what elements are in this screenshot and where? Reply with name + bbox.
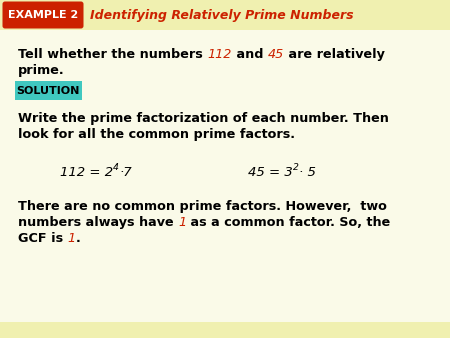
Text: 1: 1 [68, 232, 76, 245]
Text: 4: 4 [113, 163, 119, 171]
Text: look for all the common prime factors.: look for all the common prime factors. [18, 128, 295, 141]
Text: 112: 112 [207, 48, 232, 61]
Text: 112 = 2: 112 = 2 [60, 166, 113, 178]
FancyBboxPatch shape [15, 81, 82, 100]
Text: prime.: prime. [18, 64, 65, 77]
Text: are relatively: are relatively [284, 48, 385, 61]
Bar [0, 0, 450, 30]
Text: numbers always have: numbers always have [18, 216, 178, 229]
Text: 1: 1 [178, 216, 186, 229]
Text: Write the prime factorization of each number. Then: Write the prime factorization of each nu… [18, 112, 389, 125]
Text: There are no common prime factors. However,  two: There are no common prime factors. Howev… [18, 200, 387, 213]
Text: ·7: ·7 [119, 166, 131, 178]
Text: 45 = 3: 45 = 3 [248, 166, 293, 178]
Text: · 5: · 5 [299, 166, 315, 178]
Text: and: and [232, 48, 268, 61]
Text: Tell whether the numbers: Tell whether the numbers [18, 48, 207, 61]
Text: 45: 45 [268, 48, 284, 61]
Text: Identifying Relatively Prime Numbers: Identifying Relatively Prime Numbers [90, 8, 354, 22]
Bar [0, 322, 450, 338]
Text: .: . [76, 232, 81, 245]
Text: SOLUTION: SOLUTION [16, 86, 80, 96]
FancyBboxPatch shape [3, 1, 84, 28]
Text: 2: 2 [293, 163, 299, 171]
Text: GCF is: GCF is [18, 232, 68, 245]
Text: EXAMPLE 2: EXAMPLE 2 [8, 10, 78, 20]
Text: as a common factor. So, the: as a common factor. So, the [186, 216, 391, 229]
